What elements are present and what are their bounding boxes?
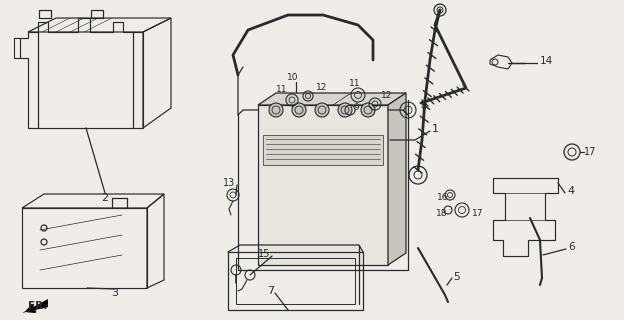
Circle shape	[292, 103, 306, 117]
Text: 14: 14	[540, 56, 553, 66]
Text: 12: 12	[381, 92, 392, 100]
Text: 3: 3	[112, 288, 119, 298]
Text: 6: 6	[568, 242, 575, 252]
Text: 5: 5	[453, 272, 460, 282]
Text: 13: 13	[223, 178, 235, 188]
Bar	[236, 258, 355, 304]
Bar	[228, 252, 363, 310]
Text: 17: 17	[472, 210, 484, 219]
Text: 17: 17	[584, 147, 597, 157]
Text: 9: 9	[353, 103, 359, 113]
Circle shape	[361, 103, 375, 117]
Polygon shape	[22, 299, 48, 313]
Text: FR.: FR.	[28, 301, 47, 311]
Polygon shape	[388, 93, 406, 265]
Bar	[39, 10, 51, 18]
Text: 15: 15	[258, 249, 270, 259]
Bar	[91, 10, 103, 18]
Text: 12: 12	[316, 83, 328, 92]
Text: 1: 1	[432, 124, 439, 134]
Circle shape	[269, 103, 283, 117]
Text: 16: 16	[437, 193, 448, 202]
Polygon shape	[258, 93, 406, 105]
Text: 10: 10	[287, 73, 299, 82]
Text: 18: 18	[436, 209, 447, 218]
Text: 11: 11	[349, 78, 361, 87]
Bar	[22, 208, 147, 288]
Text: 7: 7	[267, 286, 274, 296]
Circle shape	[315, 103, 329, 117]
Text: 11: 11	[276, 84, 287, 93]
Text: 2: 2	[102, 193, 109, 203]
Bar	[258, 105, 388, 265]
Text: 4: 4	[567, 186, 574, 196]
Circle shape	[338, 103, 352, 117]
Text: 8: 8	[420, 101, 426, 111]
Bar	[263, 135, 383, 165]
